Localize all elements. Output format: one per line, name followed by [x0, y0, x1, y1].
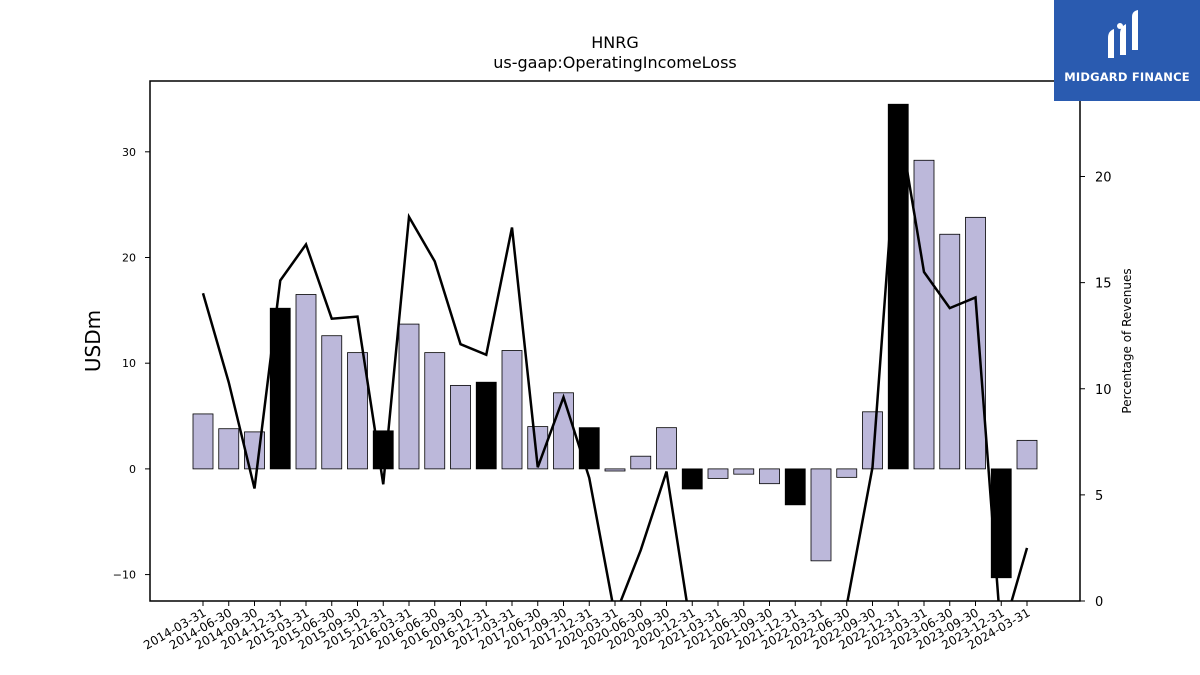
bar-2014-12-31 [269, 307, 291, 470]
bar-2023-03-31 [913, 159, 935, 470]
bar-2020-06-30 [630, 455, 652, 470]
y-tick-label: 10 [122, 357, 136, 370]
bar-2020-12-31 [681, 468, 703, 490]
bar-2023-09-30 [965, 216, 986, 470]
bar-2023-12-31 [990, 468, 1012, 579]
bar-2023-06-30 [939, 233, 961, 470]
bar-2021-06-30 [733, 468, 755, 475]
bar-2017-12-31 [578, 427, 600, 470]
bar-2014-03-31 [192, 413, 214, 470]
bar-2020-09-30 [656, 427, 677, 470]
y2-axis-label: Percentage of Revenues [1120, 268, 1134, 413]
y2-tick-label: 20 [1095, 171, 1112, 186]
bar-2016-12-31 [475, 381, 497, 470]
y2-tick-label: 0 [1095, 595, 1103, 610]
bar-2015-09-30 [347, 352, 368, 470]
bar-2016-06-30 [424, 352, 446, 470]
midgard-logo-icon [1108, 10, 1138, 58]
bar-2021-09-30 [759, 468, 780, 485]
bar-2020-03-31 [604, 468, 626, 472]
y-tick-label: 30 [122, 146, 136, 159]
bar-2017-03-31 [501, 350, 523, 470]
percentage-line-segment-2 [846, 116, 1029, 601]
y2-tick-label: 10 [1095, 383, 1112, 398]
brand-name: MIDGARD FINANCE [1064, 70, 1190, 84]
y2-tick-label: 15 [1095, 277, 1112, 292]
chart-title: HNRG [591, 33, 639, 52]
y2-tick-label: 5 [1095, 489, 1103, 504]
bar-2021-12-31 [784, 468, 806, 506]
bar-2015-06-30 [321, 335, 343, 470]
bar-2017-09-30 [553, 392, 574, 470]
y-axis-label: USDm [81, 310, 105, 372]
bar-2017-06-30 [527, 426, 549, 470]
bar-2015-03-31 [295, 294, 317, 470]
bar-2021-03-31 [707, 468, 729, 479]
y-tick-label: −10 [113, 569, 136, 582]
percentage-line-segment-1 [201, 212, 688, 601]
y-tick-label: 20 [122, 252, 136, 265]
bar-2022-03-31 [810, 468, 832, 562]
chart-subtitle: us-gaap:OperatingIncomeLoss [493, 53, 737, 72]
bar-2014-06-30 [218, 428, 240, 470]
brand-logo: MIDGARD FINANCE [1054, 0, 1200, 101]
bar-2024-03-31 [1016, 439, 1038, 470]
bar-2016-03-31 [398, 323, 420, 470]
bar-2022-06-30 [836, 468, 858, 478]
bar-2016-09-30 [450, 384, 471, 470]
y-tick-label: 0 [129, 463, 136, 476]
